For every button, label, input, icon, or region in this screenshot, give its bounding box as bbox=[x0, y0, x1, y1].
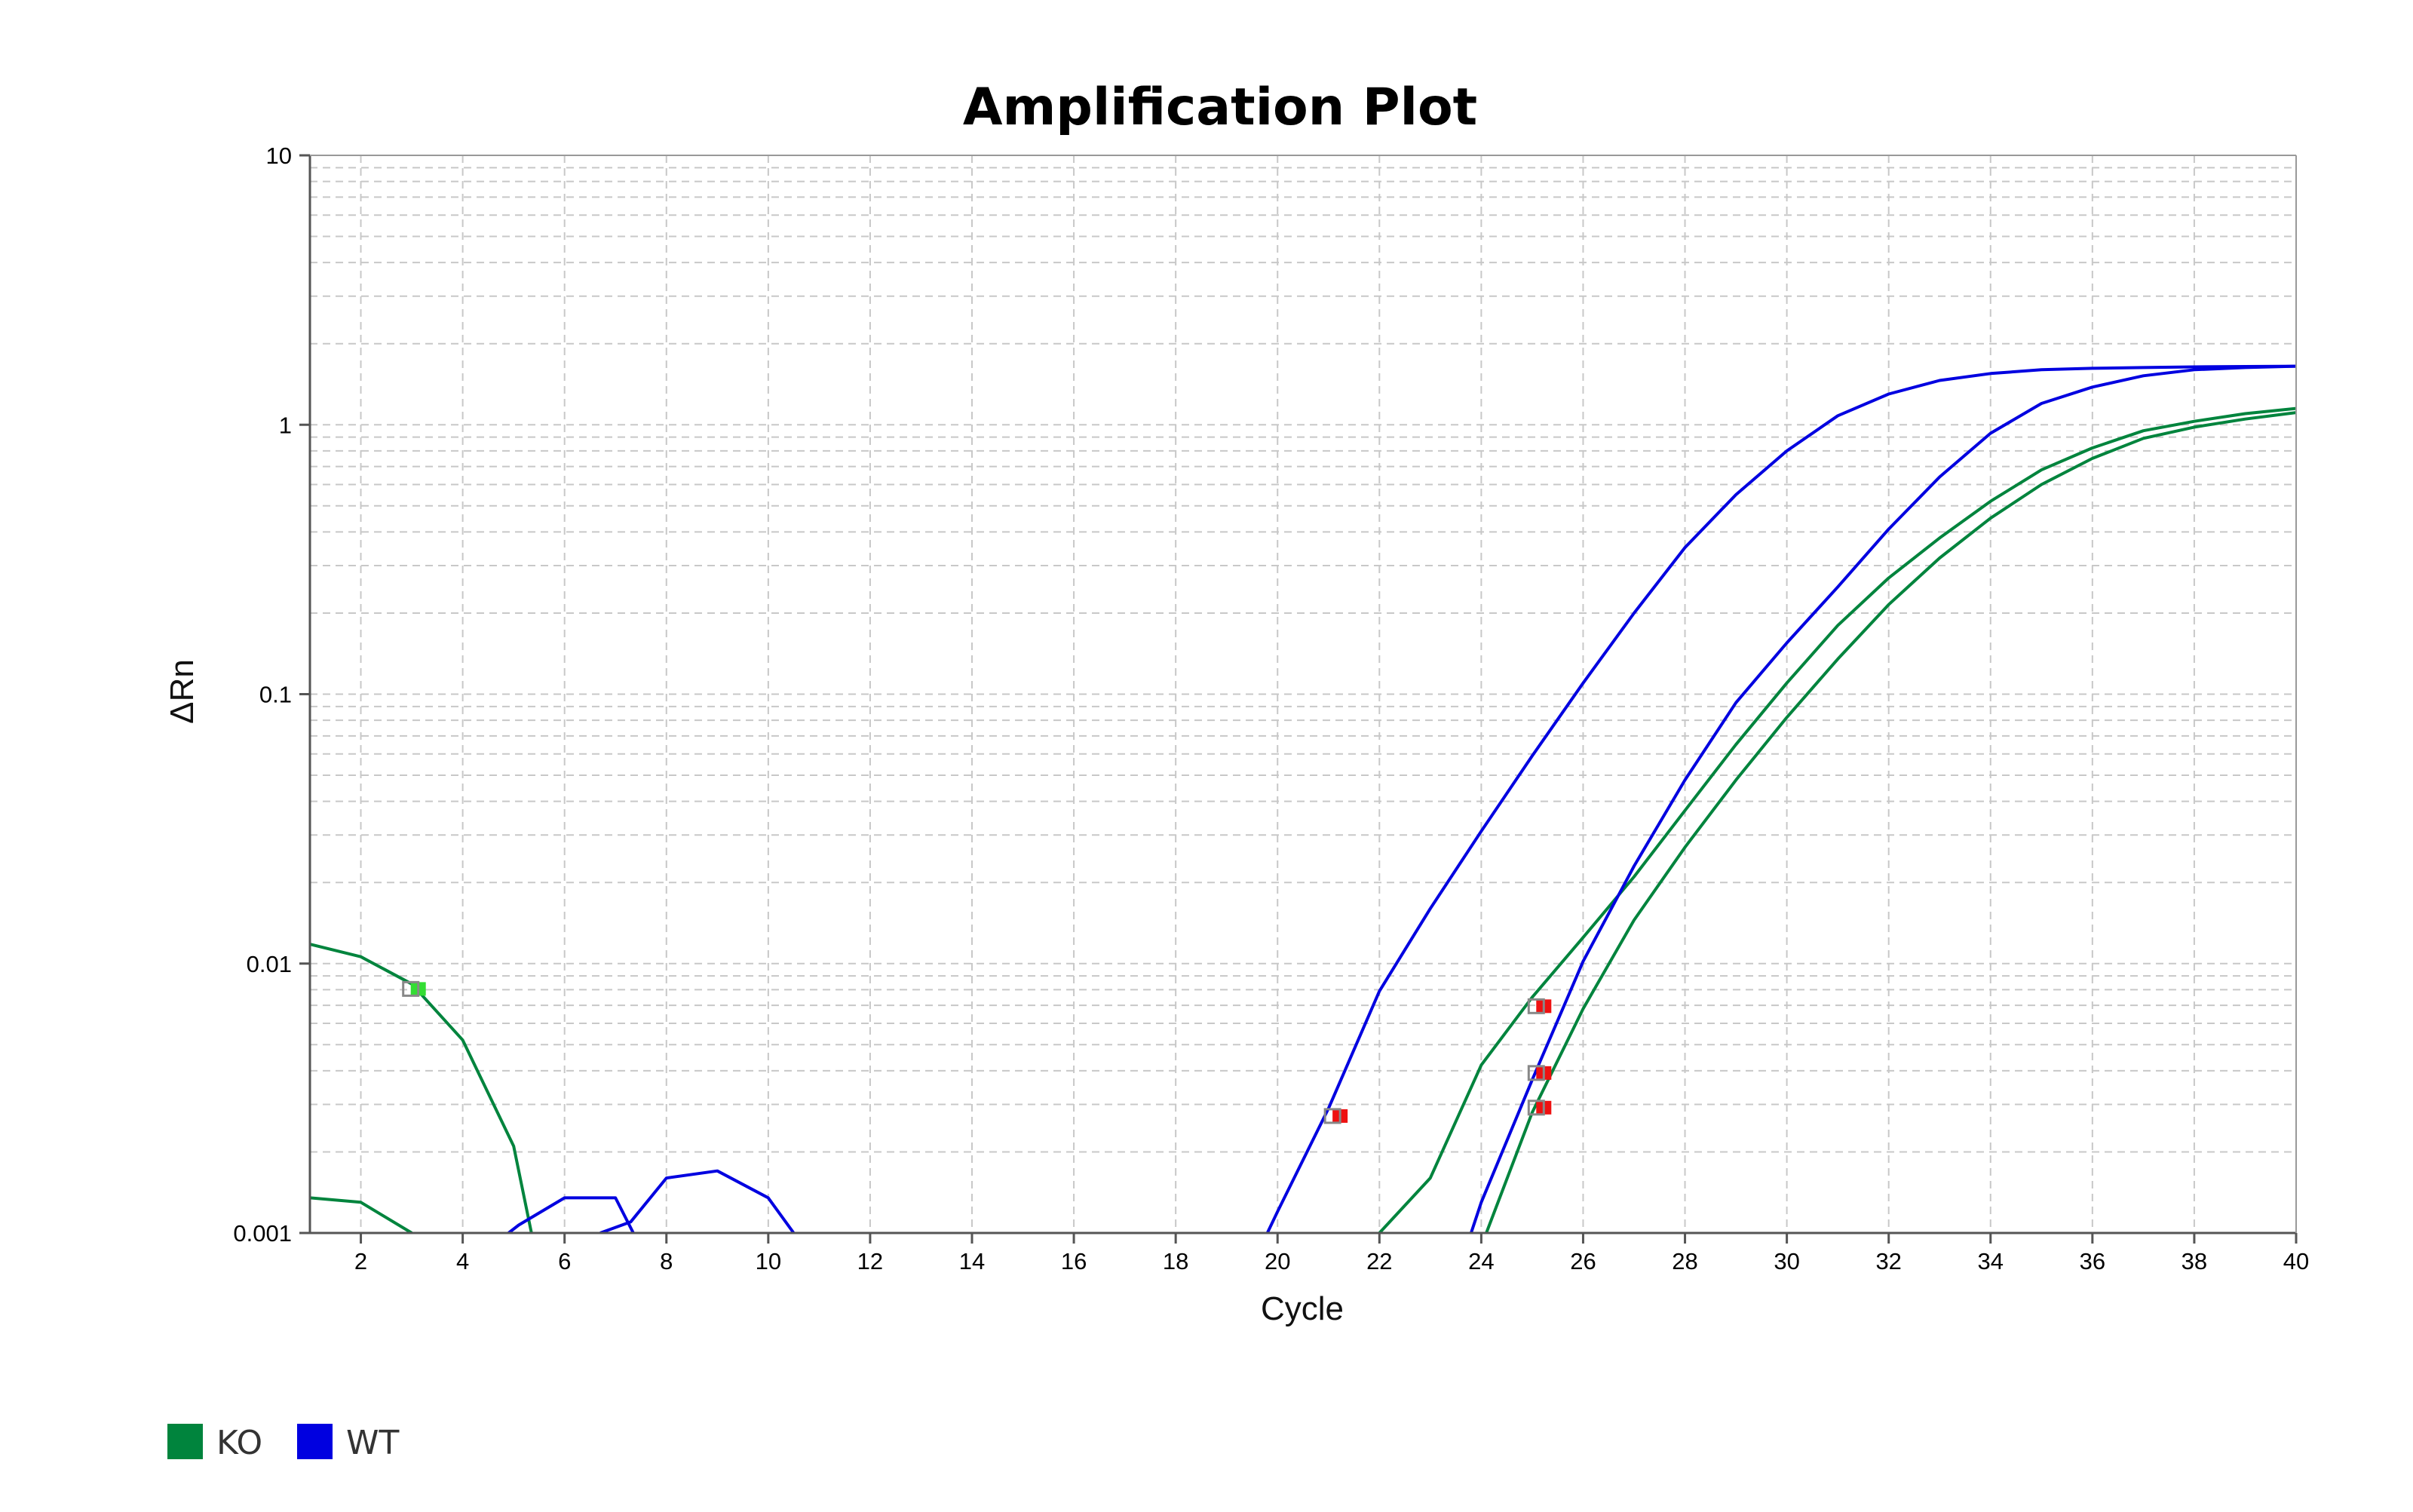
x-tick-label: 34 bbox=[1978, 1248, 2004, 1274]
x-tick-label: 18 bbox=[1163, 1248, 1188, 1274]
ct-marker-outline bbox=[1323, 1108, 1341, 1124]
grid-lines bbox=[310, 155, 2297, 1234]
y-tick-label: 1 bbox=[279, 412, 292, 438]
legend: KO WT bbox=[167, 1424, 400, 1462]
y-tick-label: 0.001 bbox=[233, 1220, 292, 1247]
x-tick-label: 20 bbox=[1265, 1248, 1290, 1274]
legend-label-wt: WT bbox=[346, 1424, 400, 1462]
y-tick-label: 0.01 bbox=[247, 951, 292, 977]
threshold-markers bbox=[402, 980, 1552, 1124]
ct-marker-outline bbox=[1527, 1099, 1545, 1116]
series-line-ko bbox=[1485, 411, 2296, 1233]
series-line-wt bbox=[1470, 364, 2296, 1233]
legend-label-ko: KO bbox=[216, 1424, 262, 1462]
chart-title: Amplification Plot bbox=[963, 78, 1477, 137]
y-tick-label: 10 bbox=[266, 143, 292, 169]
series-line-ko bbox=[1378, 406, 2296, 1233]
ct-marker-outline bbox=[1527, 998, 1545, 1014]
series-line-wt bbox=[1265, 364, 2296, 1233]
x-tick-label: 24 bbox=[1468, 1248, 1494, 1274]
x-tick-label: 32 bbox=[1875, 1248, 1901, 1274]
y-tick-label: 0.1 bbox=[259, 682, 292, 708]
amplification-curves bbox=[310, 364, 2296, 1233]
x-tick-label: 6 bbox=[558, 1248, 571, 1274]
series-line-ko bbox=[310, 1196, 413, 1233]
series-line-wt bbox=[599, 1169, 796, 1233]
axes: 2 4 6 8 10 12 14 16 18 20 22 24 26 28 30 32 34 36 38 400.00… bbox=[233, 143, 2309, 1274]
series-line-ko bbox=[310, 943, 533, 1233]
x-tick-label: 4 bbox=[456, 1248, 469, 1274]
x-tick-label: 28 bbox=[1672, 1248, 1697, 1274]
x-tick-label: 38 bbox=[2182, 1248, 2207, 1274]
y-axis-label: ΔRn bbox=[164, 659, 201, 724]
legend-swatch-wt bbox=[297, 1424, 333, 1459]
x-tick-label: 22 bbox=[1366, 1248, 1392, 1274]
legend-swatch-ko bbox=[167, 1424, 203, 1459]
x-tick-label: 10 bbox=[756, 1248, 781, 1274]
x-tick-label: 2 bbox=[354, 1248, 367, 1274]
x-tick-label: 40 bbox=[2283, 1248, 2309, 1274]
x-tick-label: 12 bbox=[857, 1248, 883, 1274]
ct-marker-outline bbox=[402, 980, 420, 997]
x-tick-label: 26 bbox=[1570, 1248, 1596, 1274]
ct-marker-outline bbox=[1527, 1065, 1545, 1081]
x-tick-label: 30 bbox=[1774, 1248, 1799, 1274]
x-axis-label: Cycle bbox=[1261, 1290, 1344, 1327]
x-tick-label: 16 bbox=[1061, 1248, 1087, 1274]
x-tick-label: 14 bbox=[959, 1248, 985, 1274]
series-line-wt bbox=[507, 1196, 635, 1233]
x-tick-label: 8 bbox=[660, 1248, 673, 1274]
x-tick-label: 36 bbox=[2080, 1248, 2105, 1274]
